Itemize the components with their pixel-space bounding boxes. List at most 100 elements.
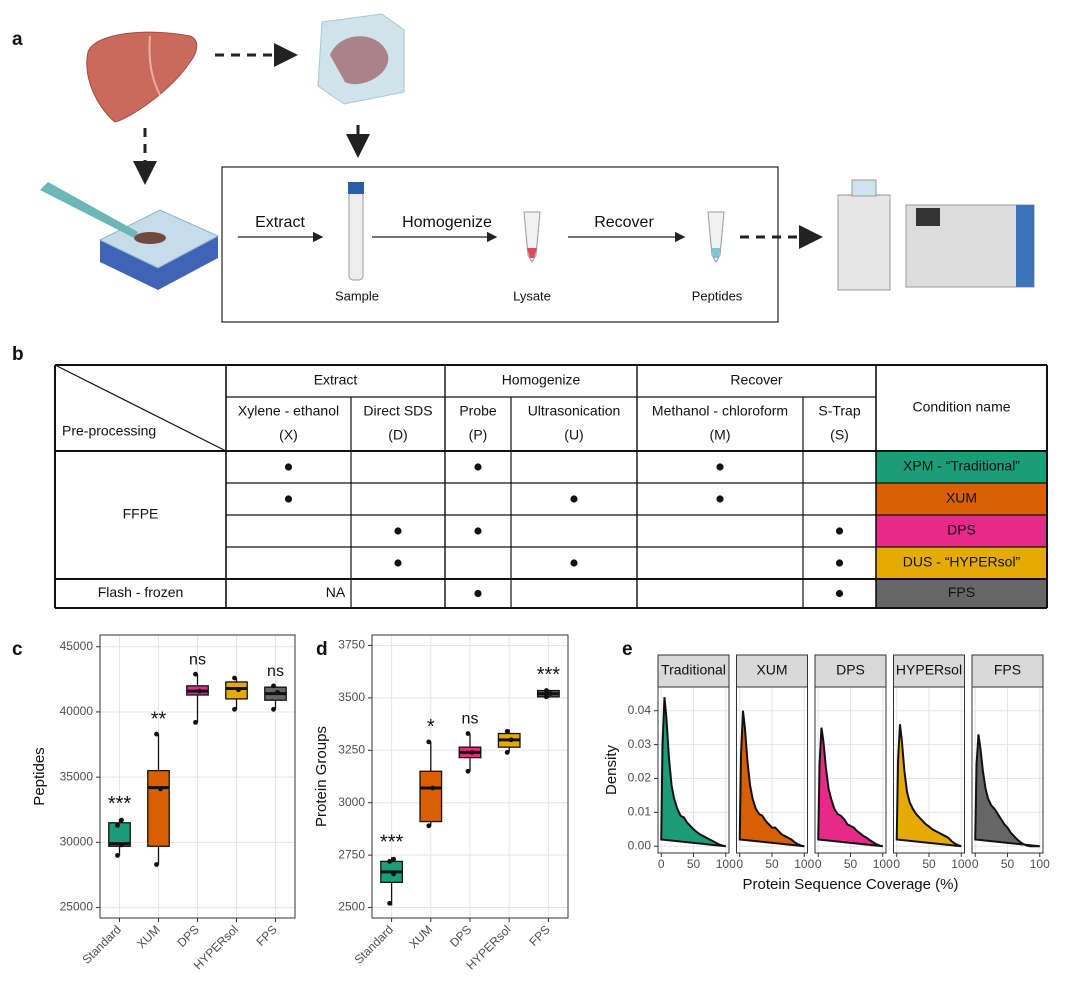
method-code: (D): [388, 427, 407, 443]
ms-screen: [916, 208, 940, 226]
x-tick-label: 0: [972, 857, 979, 871]
y-tick-label: 2750: [338, 847, 365, 861]
data-point: [426, 823, 432, 829]
method-name: Direct SDS: [363, 403, 432, 419]
condition-cell: [876, 579, 1047, 608]
workflow-diagram: Extract Homogenize Recover Sample Lysate…: [40, 13, 1035, 323]
check-dot: [835, 527, 844, 535]
significance: ns: [267, 663, 284, 680]
data-point: [469, 749, 475, 755]
group-header: Homogenize: [502, 372, 581, 388]
x-tick-label: Standard: [352, 922, 396, 966]
box: [419, 770, 443, 823]
data-point: [271, 683, 276, 689]
method-code: (X): [279, 427, 298, 443]
x-tick-label: XUM: [134, 922, 163, 951]
x-tick-label: 100: [951, 857, 971, 871]
data-point: [119, 817, 124, 823]
x-tick-label: 100: [794, 857, 814, 871]
data-point: [426, 739, 432, 745]
method-name: Methanol - chloroform: [652, 403, 788, 419]
condition-name: FPS: [948, 584, 975, 600]
tissue-section: [134, 232, 166, 244]
lc-system: [837, 194, 891, 291]
data-point: [197, 688, 202, 694]
y-tick-label: 0.03: [628, 737, 652, 751]
tube-cap: [348, 182, 364, 194]
data-point: [504, 749, 510, 755]
y-tick-label: 3500: [338, 690, 365, 704]
x-tick-label: 50: [844, 857, 858, 871]
check-dot: [474, 527, 482, 535]
x-tick-label: 100: [1030, 857, 1050, 871]
method-name: Ultrasonication: [528, 403, 621, 419]
group-header: Extract: [314, 372, 358, 388]
facet-strip: [736, 654, 808, 688]
y-tick-label: 0.00: [628, 838, 652, 852]
product-label: Lysate: [513, 288, 551, 303]
data-point: [391, 856, 396, 862]
x-tick-label: 50: [922, 857, 936, 871]
legend-entry: XUM: [756, 662, 787, 678]
y-tick-label: 2500: [338, 900, 365, 914]
table-corner: Pre-processing: [62, 423, 156, 439]
check-dot: [716, 495, 724, 503]
panel-label: a: [12, 29, 23, 50]
y-tick-label: 0.04: [628, 703, 652, 717]
conditions-table: XPM - “Traditional” XUM DPS DUS - “HYPERsol…: [54, 364, 1048, 609]
check-dot: [835, 559, 844, 567]
box: [147, 769, 170, 847]
data-point: [275, 689, 280, 695]
facet-strip: [971, 654, 1044, 688]
check-dot: [284, 463, 293, 471]
data-point: [465, 731, 471, 736]
y-axis-label: Protein Groups: [313, 726, 330, 827]
data-point: [391, 871, 396, 877]
significance: ***: [380, 831, 404, 853]
data-point: [154, 862, 159, 867]
y-tick-label: 40000: [60, 704, 94, 718]
x-tick-label: 0: [736, 857, 743, 871]
panel-label: d: [316, 639, 328, 660]
plot-frame: [971, 686, 1044, 854]
peptides: [711, 248, 721, 258]
sample-tube: [348, 191, 364, 281]
plot-frame: [657, 686, 730, 854]
data-point: [504, 729, 510, 734]
data-point: [548, 691, 553, 697]
plot-frame: [736, 686, 808, 854]
mass-spectrometer: [905, 204, 1035, 288]
x-tick-label: DPS: [175, 922, 202, 949]
method-code: (P): [469, 427, 488, 443]
data-point: [119, 842, 124, 848]
data-point: [387, 859, 392, 864]
check-dot: [474, 589, 482, 598]
density-area: [738, 710, 805, 848]
data-point: [193, 719, 198, 725]
x-tick-label: 50: [1001, 857, 1015, 871]
step-label: Extract: [255, 214, 305, 231]
significance: *: [427, 716, 435, 738]
condition-header: Condition name: [912, 399, 1010, 415]
x-tick-label: FPS: [253, 922, 279, 948]
workflow-box: [221, 166, 779, 323]
method-name: S-Trap: [818, 403, 860, 419]
x-tick-label: 100: [873, 857, 893, 871]
section-label: FFPE: [123, 506, 159, 522]
ice-tissue: [330, 36, 389, 85]
x-tick-label: 50: [687, 857, 701, 871]
scalpel: [40, 182, 138, 238]
condition-name: XUM: [946, 490, 977, 506]
y-tick-label: 3250: [338, 742, 365, 756]
x-tick-label: XUM: [406, 922, 435, 951]
step-label: Homogenize: [402, 214, 492, 231]
solvent-bottles: [851, 179, 877, 197]
y-tick-label: 3000: [338, 795, 365, 809]
na-label: NA: [326, 584, 346, 600]
data-point: [115, 823, 120, 828]
product-label: Peptides: [692, 288, 743, 303]
group-header: Recover: [730, 372, 782, 388]
check-dot: [716, 463, 724, 471]
y-axis-label: Peptides: [31, 747, 48, 805]
facet-strip: [893, 654, 965, 688]
